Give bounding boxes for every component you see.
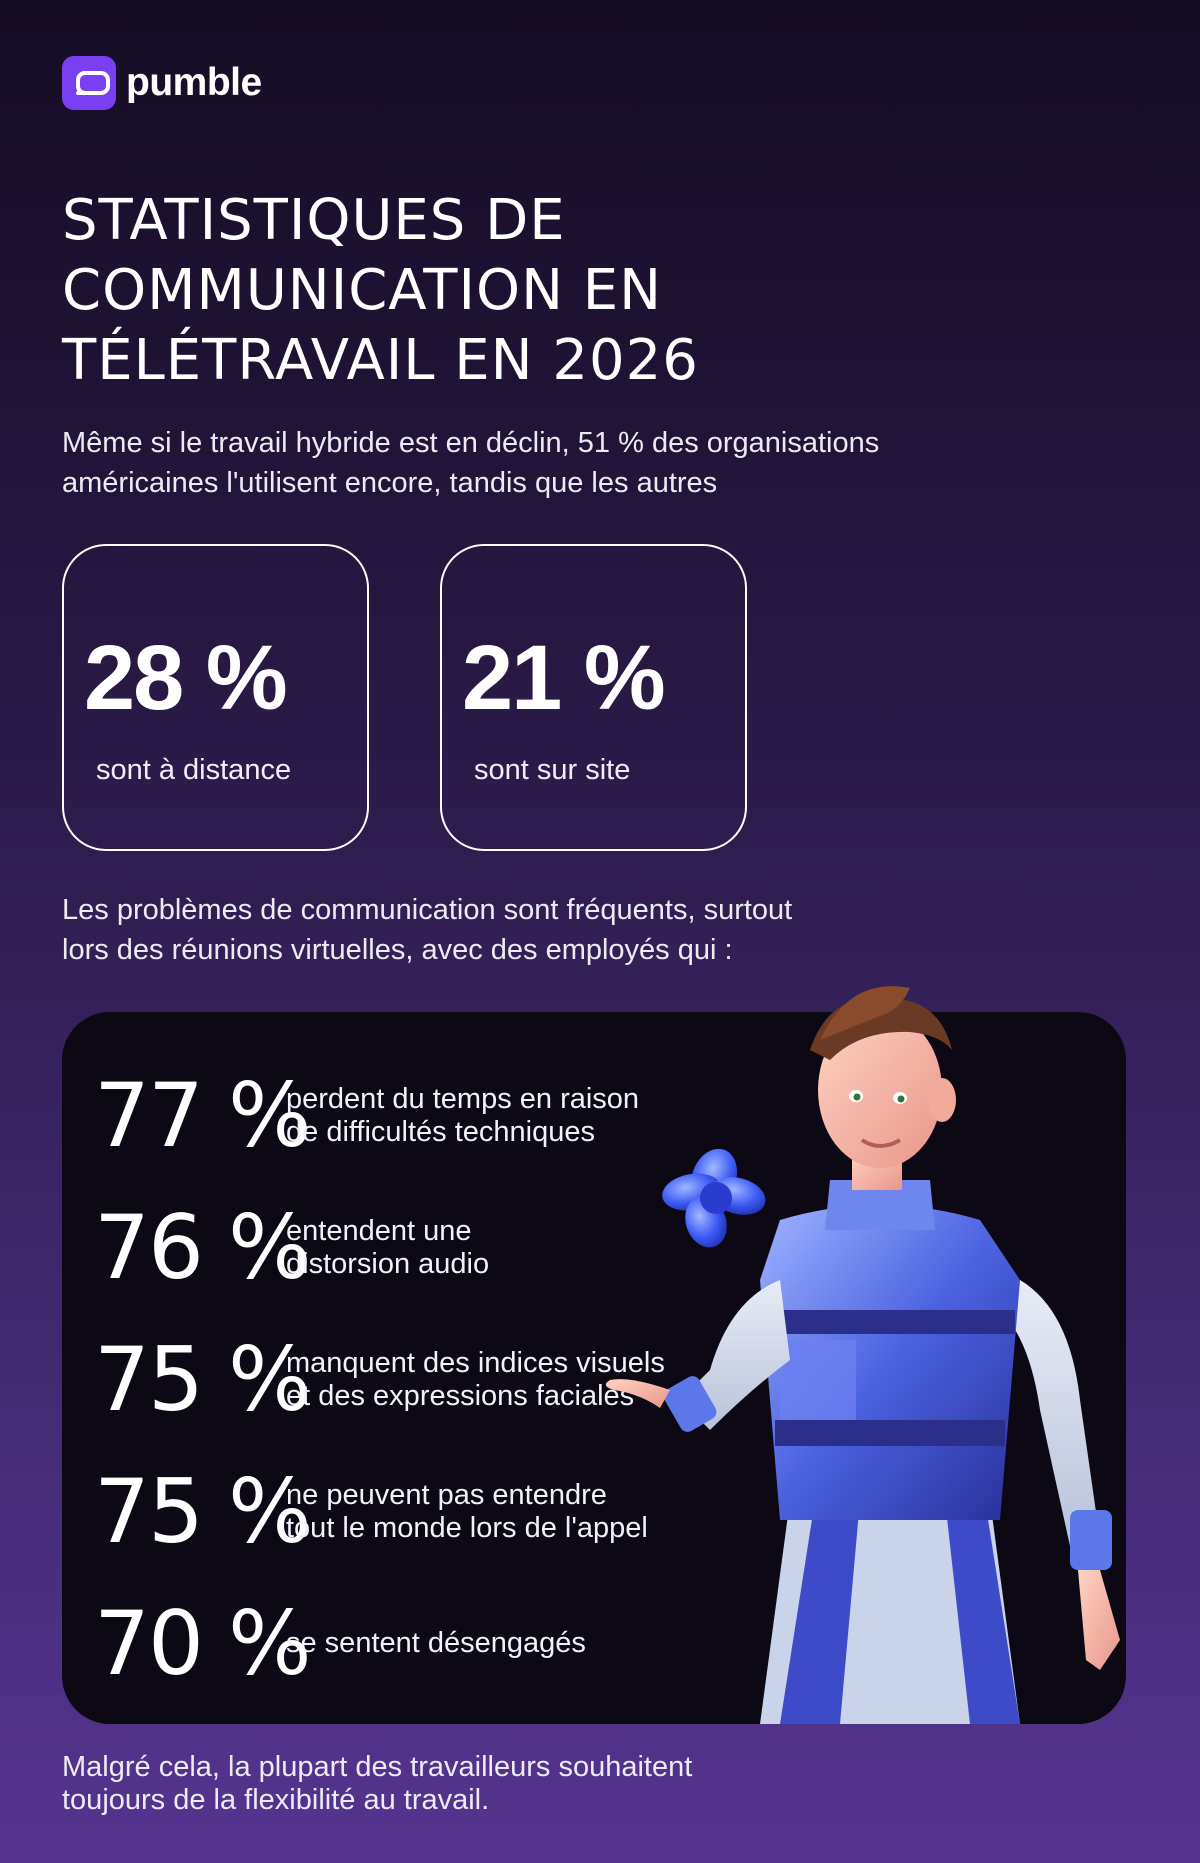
stat-value: 21 %: [462, 627, 666, 729]
problems-intro: Les problèmes de communication sont fréq…: [62, 894, 793, 966]
stat-card-onsite: 21 % sont sur site: [440, 544, 747, 851]
brand-name: pumble: [126, 61, 262, 104]
problem-value: 70 %: [94, 1592, 312, 1695]
problem-text: se sentent désengagés: [286, 1627, 586, 1659]
stat-card-remote: 28 % sont à distance: [62, 544, 369, 851]
problem-value: 75 %: [94, 1328, 312, 1431]
problem-value: 77 %: [94, 1064, 312, 1167]
problem-row: 76 % entendent une distorsion audio: [94, 1196, 489, 1299]
character-illustration: [605, 986, 1120, 1724]
problem-text: entendent une distorsion audio: [286, 1214, 490, 1280]
page-title: STATISTIQUES DE COMMUNICATION EN TÉLÉTRA…: [62, 188, 699, 393]
problem-row: 75 % manquent des indices visuels et des…: [94, 1328, 665, 1431]
problem-value: 75 %: [94, 1460, 312, 1563]
intro-text: Même si le travail hybride est en déclin…: [62, 427, 880, 499]
problem-row: 77 % perdent du temps en raison de diffi…: [94, 1064, 639, 1167]
pumble-logo-icon: [62, 56, 116, 110]
stat-value: 28 %: [84, 627, 288, 729]
problem-row: 75 % ne peuvent pas entendre tout le mon…: [94, 1460, 648, 1563]
problem-row: 70 % se sentent désengagés: [94, 1592, 586, 1695]
problem-value: 76 %: [94, 1196, 312, 1299]
conclusion-text: Malgré cela, la plupart des travailleurs…: [62, 1751, 693, 1816]
problem-text: ne peuvent pas entendre tout le monde lo…: [286, 1478, 648, 1544]
stat-label: sont à distance: [96, 754, 292, 786]
problem-text: perdent du temps en raison de difficulté…: [286, 1082, 640, 1148]
brand-logo: pumble: [62, 56, 262, 110]
stat-label: sont sur site: [474, 754, 631, 786]
floating-shape-icon: [662, 1148, 766, 1248]
